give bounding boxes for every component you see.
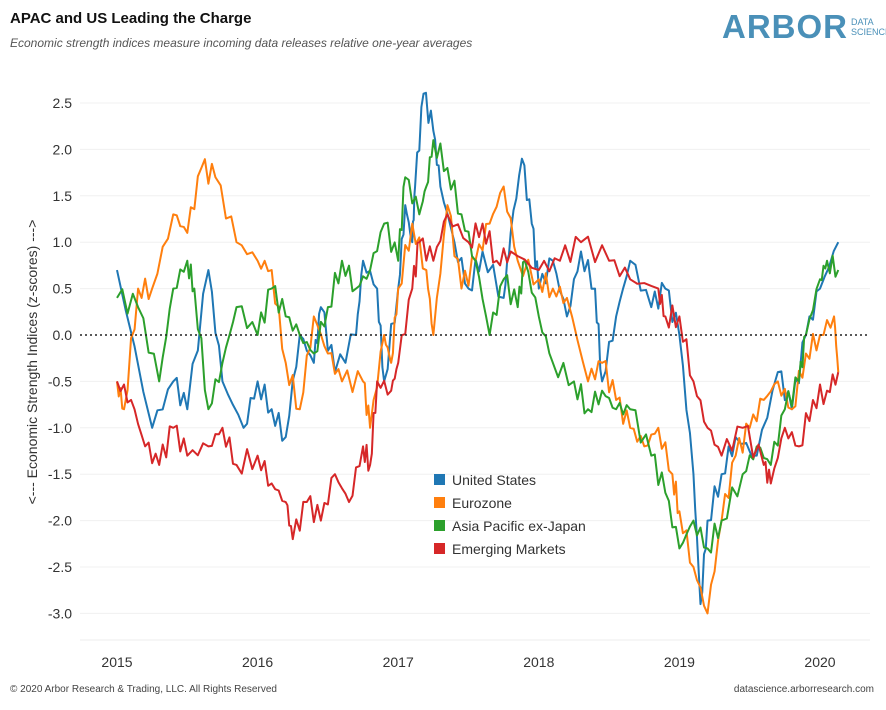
series-line-emerging-markets	[116, 213, 840, 541]
legend-swatch	[434, 497, 445, 508]
x-tick-label: 2018	[523, 654, 554, 670]
website-link[interactable]: datascience.arborresearch.com	[733, 684, 874, 695]
y-tick-label: 1.0	[53, 234, 73, 250]
legend-label: Eurozone	[452, 495, 512, 511]
legend: United States Eurozone Asia Pacific ex-Jap…	[434, 472, 586, 557]
arbor-logo: ARBOR DATASCIENCE	[722, 8, 886, 46]
legend-label: United States	[452, 472, 536, 488]
y-tick-label: 0.0	[53, 327, 73, 343]
y-tick-label: -2.5	[48, 559, 72, 575]
x-tick-label: 2015	[101, 654, 132, 670]
y-tick-label: -1.5	[48, 466, 72, 482]
x-tick-label: 2016	[242, 654, 273, 670]
chart-title: APAC and US Leading the Charge	[10, 10, 252, 27]
logo-main-text: ARBOR	[722, 8, 848, 45]
y-tick-label: 2.5	[53, 95, 73, 111]
x-tick-label: 2020	[804, 654, 835, 670]
legend-swatch	[434, 543, 445, 554]
y-axis-label: <--- Economic Strength Indices (z-scores…	[24, 220, 40, 505]
x-tick-label: 2019	[664, 654, 695, 670]
y-tick-label: -0.5	[48, 373, 72, 389]
copyright-text: © 2020 Arbor Research & Trading, LLC. Al…	[10, 684, 277, 695]
y-tick-label: 0.5	[53, 281, 73, 297]
legend-label: Emerging Markets	[452, 541, 566, 557]
line-chart: 2.5 2.0 1.5 1.0 0.5 0.0 -0.5 -1.0 -1.5 -2.0 -2.5 -3…	[24, 91, 870, 670]
y-tick-label: 1.5	[53, 188, 73, 204]
legend-swatch	[434, 520, 445, 531]
x-tick-label: 2017	[383, 654, 414, 670]
logo-sub-text: DATASCIENCE	[851, 17, 886, 37]
y-tick-label: -1.0	[48, 420, 72, 436]
series-line-asia-pacific-ex-japan	[116, 139, 840, 554]
y-tick-label: -2.0	[48, 513, 72, 529]
legend-swatch	[434, 474, 445, 485]
y-tick-label: 2.0	[53, 141, 73, 157]
y-tick-label: -3.0	[48, 605, 72, 621]
chart-subtitle: Economic strength indices measure incomi…	[10, 36, 473, 50]
legend-label: Asia Pacific ex-Japan	[452, 518, 586, 534]
